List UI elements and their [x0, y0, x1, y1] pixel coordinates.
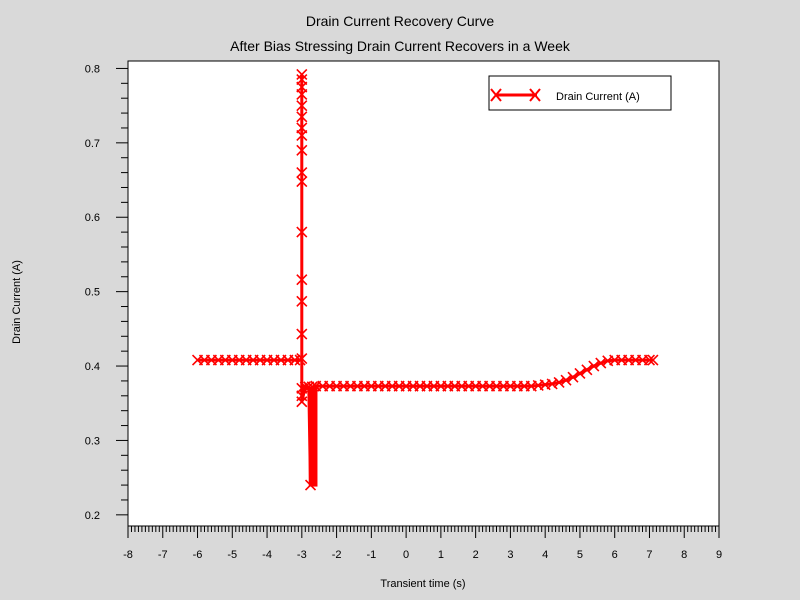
x-tick-label: 6 [612, 549, 618, 561]
data-point-marker [304, 479, 317, 491]
y-tick-label: 0.7 [85, 138, 100, 150]
data-point-marker [553, 376, 565, 388]
plot-frame [127, 60, 720, 527]
legend-marker-icon [490, 88, 541, 102]
legend-label: Drain Current (A) [556, 91, 640, 103]
x-tick-label: -7 [158, 549, 168, 561]
x-tick-label: 2 [473, 549, 479, 561]
data-point-marker [296, 274, 308, 286]
y-tick-label: 0.3 [85, 435, 100, 447]
data-point-marker [296, 175, 308, 188]
data-point-marker [296, 111, 308, 123]
legend: Drain Current (A) [488, 75, 672, 111]
x-tick-label: 4 [542, 549, 548, 561]
data-point-marker [574, 367, 586, 380]
data-point-marker [296, 328, 308, 340]
data-point-marker [296, 226, 308, 238]
data-point-marker [306, 381, 318, 393]
x-tick-label: 5 [577, 549, 583, 561]
y-tick-label: 0.2 [85, 510, 100, 522]
data-point-marker [296, 74, 308, 86]
data-point-marker [296, 295, 308, 307]
y-tick-label: 0.6 [85, 212, 100, 224]
x-tick-label: -4 [262, 549, 272, 561]
y-tick-label: 0.5 [85, 287, 100, 299]
x-tick-label: -3 [297, 549, 307, 561]
series-drain-current [191, 68, 659, 491]
chart-title: Drain Current Recovery Curve [305, 13, 495, 29]
x-tick-label: -6 [193, 549, 203, 561]
data-point-marker [296, 68, 308, 80]
data-point-marker [296, 396, 308, 408]
data-point-marker [588, 360, 600, 372]
x-tick-label: -8 [123, 549, 133, 561]
data-point-marker [643, 354, 656, 366]
data-point-marker [581, 364, 593, 376]
data-point-marker [560, 374, 572, 386]
x-tick-label: 7 [646, 549, 652, 561]
data-point-marker [296, 144, 308, 156]
x-tick-label: 3 [507, 549, 513, 561]
x-axis-label: Transient time (s) [380, 578, 465, 590]
tick-labels: 0.2 0.3 0.4 0.5 0.6 0.7 0.8 -8 -7 -6 -5 -4 -3 -2 -1 0 1 2… [85, 63, 722, 561]
legend-box [488, 75, 672, 111]
x-tick-label: 9 [716, 549, 722, 561]
data-point-marker [647, 354, 659, 366]
x-tick-label: 0 [403, 549, 409, 561]
axis-ticks [116, 67, 720, 538]
x-tick-label: -1 [366, 549, 376, 561]
data-point-marker [296, 353, 308, 365]
data-point-marker [296, 167, 308, 179]
y-tick-label: 0.8 [85, 63, 100, 75]
data-point-marker [289, 354, 301, 366]
series-band [308, 386, 318, 487]
data-point-marker [296, 122, 308, 134]
chart-subtitle: After Bias Stressing Drain Current Recov… [230, 38, 570, 54]
data-point-marker [595, 357, 607, 369]
x-tick-label: 1 [438, 549, 444, 561]
x-tick-label: -2 [332, 549, 342, 561]
data-point-marker [296, 100, 308, 112]
x-tick-label: 8 [681, 549, 687, 561]
y-tick-label: 0.4 [85, 361, 100, 373]
data-point-marker [567, 371, 579, 383]
y-axis-label: Drain Current (A) [11, 260, 23, 344]
x-tick-label: -5 [227, 549, 237, 561]
data-point-marker [546, 378, 558, 390]
